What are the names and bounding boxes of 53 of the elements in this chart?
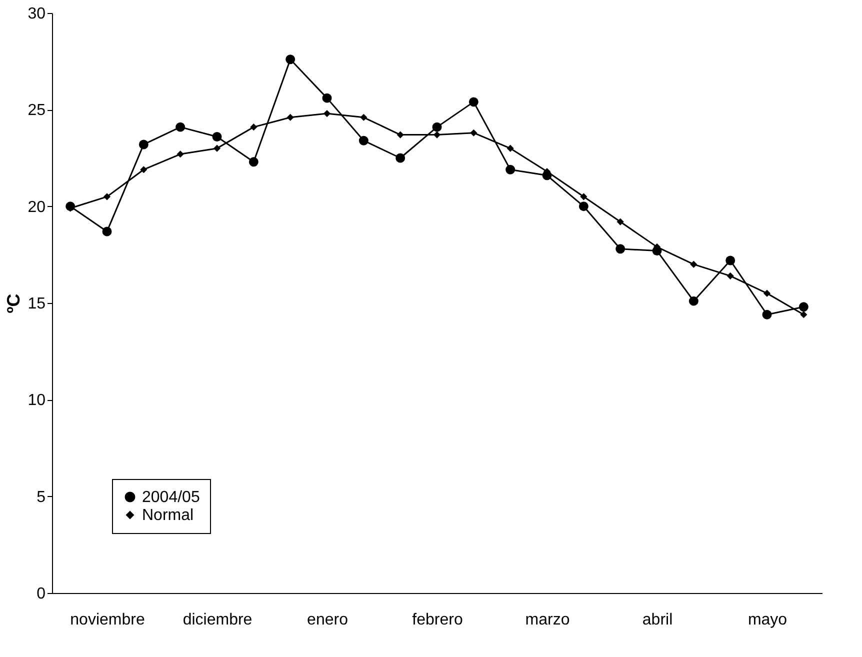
- x-tick-label: noviembre: [70, 612, 145, 628]
- point: [580, 193, 588, 200]
- point: [616, 244, 626, 254]
- point: [396, 131, 404, 138]
- x-tick-label: mayo: [748, 612, 788, 628]
- y-axis-title: ºC: [4, 294, 24, 314]
- point: [248, 157, 258, 167]
- x-tick-label: abril: [642, 612, 673, 628]
- y-tick-label: 0: [36, 586, 46, 602]
- point: [506, 164, 516, 174]
- point: [323, 110, 331, 118]
- y-tick-label: 15: [28, 296, 46, 312]
- point: [506, 144, 514, 152]
- point: [616, 218, 624, 226]
- point: [433, 131, 441, 138]
- point: [286, 114, 294, 121]
- point: [138, 140, 148, 150]
- x-tick-label: marzo: [525, 612, 570, 628]
- point: [103, 193, 111, 200]
- y-tick-label: 25: [28, 102, 46, 120]
- y-tick-label: 20: [28, 198, 46, 216]
- point: [726, 272, 734, 280]
- x-tick-label: enero: [307, 612, 348, 628]
- point: [432, 122, 442, 132]
- point: [578, 202, 588, 212]
- point: [726, 256, 736, 266]
- x-tick-label: febrero: [412, 612, 463, 628]
- point: [800, 311, 808, 318]
- point: [688, 296, 698, 306]
- point: [212, 132, 222, 142]
- x-tick-label: diciembre: [182, 612, 252, 628]
- y-tick-label: 5: [36, 488, 46, 506]
- point: [322, 93, 332, 103]
- point: [176, 150, 184, 158]
- point: [250, 124, 258, 131]
- legend-label: Normal: [142, 507, 194, 524]
- point: [358, 136, 368, 146]
- point: [762, 310, 772, 320]
- point: [470, 129, 478, 136]
- point: [102, 226, 112, 236]
- point: [360, 114, 368, 121]
- point: [286, 54, 296, 64]
- point: [176, 122, 186, 132]
- point: [690, 260, 698, 268]
- point: [763, 290, 771, 297]
- legend-label: 2004/05: [142, 489, 200, 506]
- point: [468, 97, 478, 107]
- point: [798, 302, 808, 312]
- y-tick-label: 10: [28, 392, 46, 410]
- point: [396, 153, 406, 163]
- y-tick-label: 30: [28, 6, 46, 22]
- point: [140, 166, 148, 174]
- point: [213, 144, 221, 152]
